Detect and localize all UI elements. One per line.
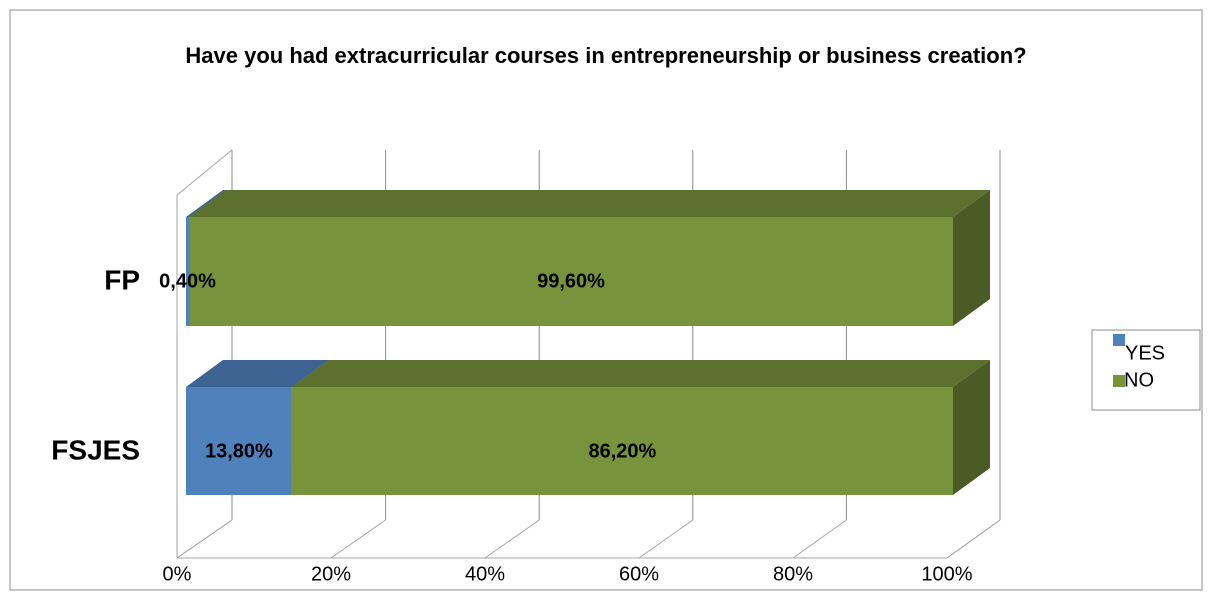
category-label: FP bbox=[104, 264, 140, 295]
chart-border bbox=[9, 9, 1203, 591]
legend-label: YES bbox=[1125, 342, 1165, 364]
floor-grid-line bbox=[484, 519, 540, 559]
data-label: 13,80% bbox=[205, 440, 273, 462]
bar bbox=[291, 387, 953, 495]
data-label: 86,20% bbox=[589, 440, 657, 462]
x-tick-label: 40% bbox=[465, 563, 505, 585]
data-label: 99,60% bbox=[537, 270, 605, 292]
floor-grid-line bbox=[638, 519, 694, 559]
floor-grid-line bbox=[330, 519, 386, 559]
bar-top bbox=[186, 360, 329, 387]
x-tick-label: 60% bbox=[619, 563, 659, 585]
x-tick-label: 20% bbox=[311, 563, 351, 585]
bar-top bbox=[291, 360, 990, 387]
floor-grid-line bbox=[792, 519, 847, 559]
bar-side bbox=[953, 360, 990, 495]
legend-box bbox=[1091, 329, 1201, 411]
data-label: 0,40% bbox=[159, 270, 216, 292]
chart-title: Have you had extracurricular courses in … bbox=[185, 43, 1027, 68]
bar-side bbox=[953, 190, 990, 326]
bar bbox=[186, 217, 190, 326]
bar bbox=[186, 387, 292, 495]
x-tick-label: 100% bbox=[921, 563, 972, 585]
legend-swatch bbox=[1113, 375, 1125, 387]
legend-label: NO bbox=[1124, 369, 1154, 391]
bar-top bbox=[189, 190, 990, 217]
category-label: FSJES bbox=[51, 434, 140, 465]
bar-top bbox=[186, 190, 227, 217]
floor-grid-line bbox=[946, 519, 1001, 559]
floor-grid-line bbox=[176, 519, 233, 559]
legend-swatch bbox=[1113, 334, 1125, 346]
x-tick-label: 0% bbox=[163, 563, 192, 585]
x-tick-label: 80% bbox=[773, 563, 813, 585]
bar bbox=[189, 217, 953, 326]
